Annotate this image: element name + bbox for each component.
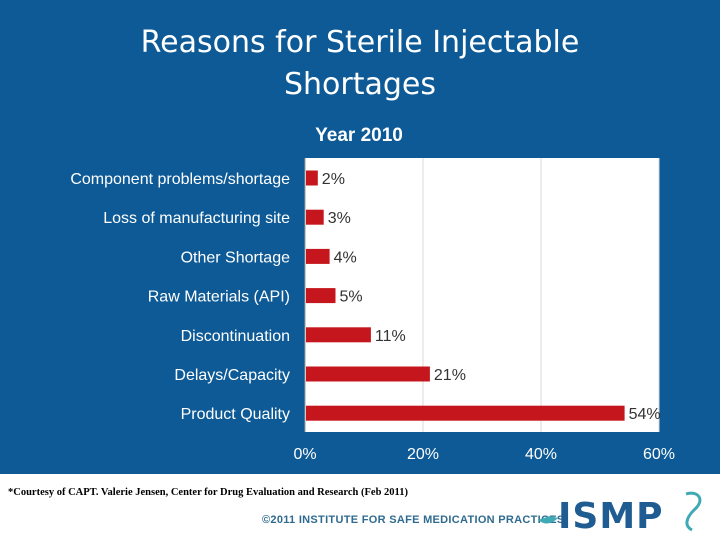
logo-swoosh-icon (538, 516, 558, 524)
category-label: Product Quality (181, 406, 290, 423)
chart-title: Year 2010 (315, 125, 403, 146)
category-label: Delays/Capacity (174, 367, 290, 384)
category-label: Discontinuation (181, 328, 290, 345)
x-tick-label: 40% (525, 446, 557, 463)
category-labels: Component problems/shortage Loss of manuf… (70, 171, 290, 423)
bar (306, 170, 318, 186)
logo-text: ISMP (558, 496, 664, 534)
value-label: 54% (629, 406, 661, 423)
slide-title: Reasons for Sterile Injectable Shortages (0, 22, 720, 106)
slide-title-line-2: Shortages (283, 67, 437, 102)
slide-title-line-1: Reasons for Sterile Injectable (140, 25, 580, 60)
value-label: 5% (340, 289, 363, 306)
plot-area (305, 158, 659, 432)
category-label: Raw Materials (API) (148, 289, 290, 306)
ismp-logo: ISMP (538, 491, 702, 534)
bar (306, 288, 336, 304)
bar (306, 366, 430, 382)
bar (306, 248, 330, 264)
value-labels: 2% 3% 4% 5% 11% 21% 54% (322, 171, 661, 423)
copyright-notice: ©2011 INSTITUTE FOR SAFE MEDICATION PRAC… (262, 514, 565, 526)
bar (306, 209, 324, 225)
logo-ribbon-icon (685, 491, 702, 532)
category-label: Loss of manufacturing site (103, 210, 290, 227)
x-tick-label: 20% (407, 446, 439, 463)
bars (306, 170, 625, 421)
value-label: 2% (322, 171, 345, 188)
bar-chart: Year 2010 Component problems/shortage Los… (70, 125, 675, 463)
x-axis-ticks: 0% 20% 40% 60% (293, 446, 675, 463)
x-tick-label: 0% (293, 446, 316, 463)
x-tick-label: 60% (643, 446, 675, 463)
category-label: Other Shortage (181, 249, 291, 266)
category-label: Component problems/shortage (70, 171, 290, 188)
value-label: 3% (328, 210, 351, 227)
value-label: 21% (434, 367, 466, 384)
value-label: 11% (375, 328, 406, 345)
gridlines (304, 158, 660, 432)
footnote: *Courtesy of CAPT. Valerie Jensen, Cente… (8, 487, 408, 498)
value-label: 4% (334, 249, 357, 266)
bar (306, 327, 371, 343)
bar (306, 405, 625, 421)
